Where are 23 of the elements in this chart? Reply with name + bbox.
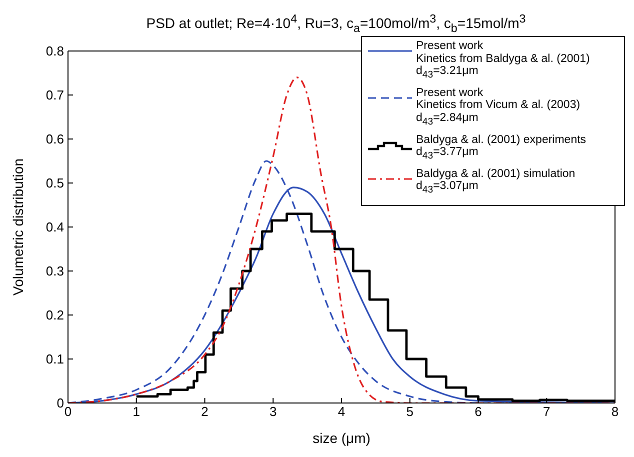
y-tick-label: 0.5	[46, 176, 64, 191]
x-tick-label: 8	[611, 404, 619, 420]
y-tick-label: 0.3	[46, 264, 64, 279]
x-tick-label: 6	[474, 404, 482, 420]
y-tick-label: 0.4	[46, 220, 64, 235]
chart-title: PSD at outlet; Re=4·10$^{4}$, Ru=3, c$_{a}$=100mol/m$^{3}$, c$_{b}$=15mol/m$^{3}$	[146, 12, 526, 34]
y-tick-label: 0.6	[46, 132, 64, 147]
legend-label: Present work Kinetics from Baldyga & al. (2001) d$_{43}$=3.21μm	[416, 40, 590, 80]
y-axis-title: Volumetric distribution	[10, 158, 26, 296]
x-tick-label: 1	[132, 404, 140, 420]
legend-label: Baldyga & al. (2001) experiments d$_{43}$=3.77μm	[416, 134, 586, 162]
legend-label: Present work Kinetics from Vicum & al. (2003) d$_{43}$=2.84μm	[416, 86, 580, 128]
x-axis-title: size (μm)	[312, 430, 370, 446]
y-tick-label: 0.7	[46, 88, 64, 103]
y-tick-label: 0.8	[46, 44, 64, 59]
x-tick-label: 4	[338, 404, 346, 420]
legend-label: Baldyga & al. (2001) simulation d$_{43}$=3.07μm	[416, 168, 576, 196]
x-tick-label: 7	[543, 404, 550, 420]
x-tick-label: 2	[201, 404, 208, 420]
x-tick-label: 3	[270, 404, 277, 420]
y-tick-label: 0.1	[46, 352, 64, 367]
y-tick-label: 0.2	[46, 308, 64, 323]
x-tick-label: 5	[406, 404, 414, 420]
